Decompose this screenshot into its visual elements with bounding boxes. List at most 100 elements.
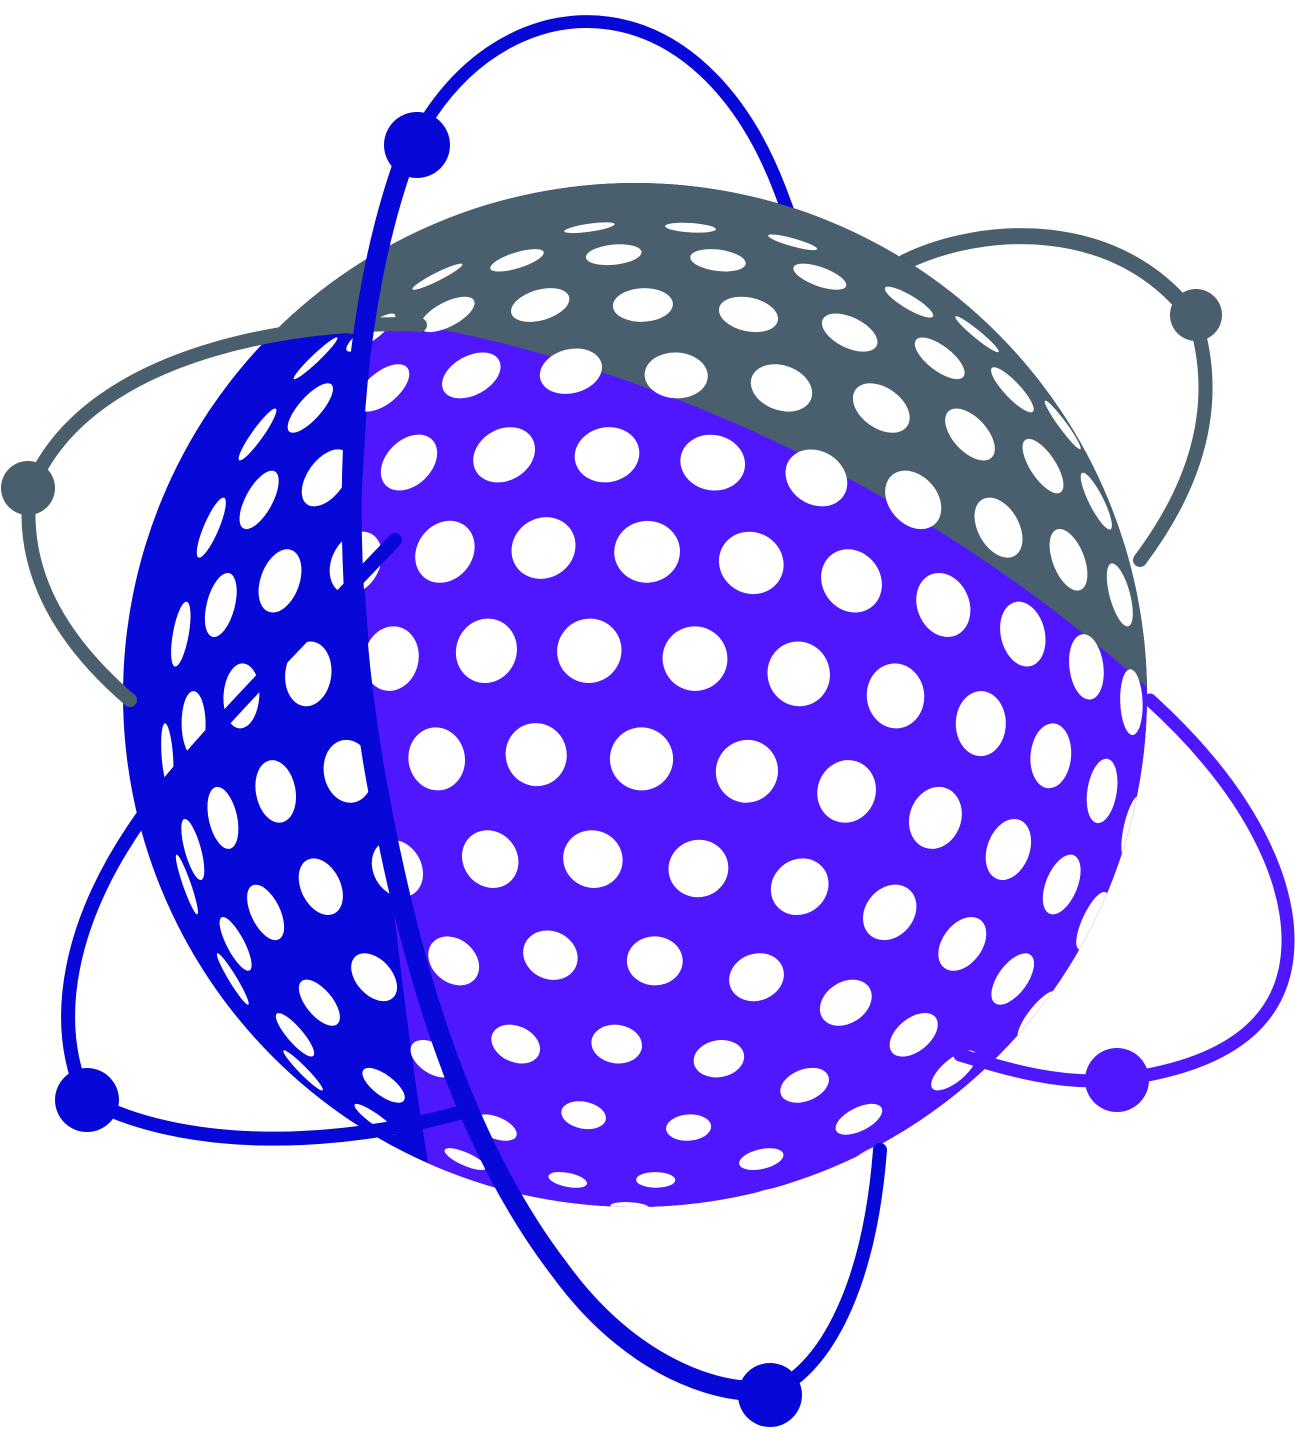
sphere-hole: [991, 953, 1035, 1005]
sphere-hole: [715, 739, 778, 803]
sphere-hole: [363, 626, 419, 691]
sphere-hole: [239, 470, 279, 530]
sphere-hole: [955, 691, 1006, 757]
sphere-hole: [885, 470, 942, 530]
sphere-hole: [718, 531, 784, 595]
sphere-hole: [819, 979, 872, 1026]
sphere-hole: [563, 830, 623, 888]
orbit-rings-front: [21, 135, 1295, 1402]
sphere-hole: [591, 1024, 643, 1064]
sphere-hole: [662, 626, 728, 691]
sphere-hole: [693, 1039, 745, 1078]
sphere-hole: [739, 1148, 784, 1171]
sphere-hole: [636, 1172, 676, 1188]
sphere-hole: [181, 818, 205, 881]
sphere-hole: [985, 818, 1032, 881]
sphere-hole: [938, 917, 987, 971]
sphere-hole: [1086, 758, 1118, 824]
sphere-hole: [511, 517, 576, 579]
sphere-hole: [523, 930, 578, 980]
sphere-hole: [287, 383, 333, 433]
sphere-hole: [171, 601, 191, 667]
sphere-hole: [293, 337, 338, 380]
sphere-hole: [718, 296, 779, 333]
sphere-hole: [1120, 669, 1143, 735]
sphere-hole: [680, 434, 746, 491]
sphere-hole: [974, 497, 1023, 558]
sphere-hole: [793, 263, 847, 290]
sphere-hole: [362, 1067, 405, 1103]
sphere-hole: [955, 316, 999, 353]
sphere-hole: [420, 296, 475, 333]
sphere-hole: [666, 1114, 712, 1141]
sphere-hole: [561, 1101, 606, 1130]
sphere-hole: [1044, 400, 1081, 450]
sphere-hole: [415, 520, 475, 583]
sphere-hole: [539, 348, 602, 394]
sphere-hole: [255, 760, 297, 823]
sphere-hole: [682, 1212, 728, 1224]
sphere-hole: [283, 1050, 323, 1091]
sphere-hole: [884, 286, 934, 318]
sphere-hole: [175, 854, 198, 915]
sphere-hole: [301, 449, 351, 507]
sphere-hole: [665, 222, 716, 233]
sphere-holes: [161, 222, 1147, 1224]
sphere-hole: [505, 723, 567, 787]
sphere-hole: [866, 663, 925, 729]
sphere-hole: [298, 979, 340, 1026]
sphere-hole: [585, 244, 642, 266]
sphere-hole: [1030, 723, 1072, 789]
sphere-hole: [821, 549, 882, 613]
sphere-hole: [889, 1013, 938, 1057]
electron-violet-right: [1085, 1048, 1149, 1112]
sphere-hole: [1069, 634, 1104, 700]
sphere-hole: [428, 936, 480, 986]
sphere-hole: [768, 234, 818, 251]
sphere-hole: [473, 427, 536, 483]
sphere-hole: [444, 1148, 487, 1171]
sphere-hole: [991, 367, 1034, 413]
sphere-hole: [770, 858, 829, 916]
sphere-hole: [1000, 601, 1046, 667]
sphere-hole: [455, 618, 517, 683]
sphere-hole: [574, 427, 640, 483]
sphere-hole: [380, 434, 438, 491]
sphere-hole: [442, 352, 501, 399]
electron-grey-left: [1, 461, 55, 515]
sphere-hole: [511, 288, 570, 322]
sphere-hole: [785, 449, 848, 507]
sphere-hole: [908, 786, 962, 849]
sphere-hole: [614, 520, 680, 583]
sphere-hole: [863, 884, 917, 941]
sphere-hole: [564, 222, 615, 234]
sphere-hole: [835, 1103, 883, 1135]
sphere-hole: [610, 1202, 650, 1207]
sphere-hole: [821, 313, 878, 352]
electron-grey-right: [1170, 289, 1222, 341]
sphere-hole: [1076, 891, 1109, 950]
sphere-hole: [1042, 854, 1081, 915]
electron-blue-bottom: [738, 1363, 802, 1427]
sphere-hole: [914, 337, 965, 380]
sphere-hole: [491, 1024, 541, 1064]
violet-orbit-front: [953, 693, 1295, 1088]
sphere-hole: [609, 727, 674, 791]
sphere-hole: [557, 618, 622, 684]
sphere-hole: [207, 786, 239, 849]
sphere-hole: [285, 641, 332, 707]
sphere-hole: [219, 917, 252, 971]
sphere-hole: [216, 953, 249, 1005]
sphere-hole: [916, 572, 971, 638]
sphere-hole: [612, 288, 673, 322]
electron-blue-top: [384, 112, 450, 178]
sphere-hole: [1106, 563, 1133, 627]
sphere-hole: [817, 760, 876, 823]
grey-orbit-front: [21, 313, 1213, 707]
sphere-hole: [1129, 831, 1147, 895]
sphere-hole: [323, 739, 374, 803]
sphere-hole: [1049, 528, 1088, 591]
sphere-hole: [668, 839, 729, 898]
